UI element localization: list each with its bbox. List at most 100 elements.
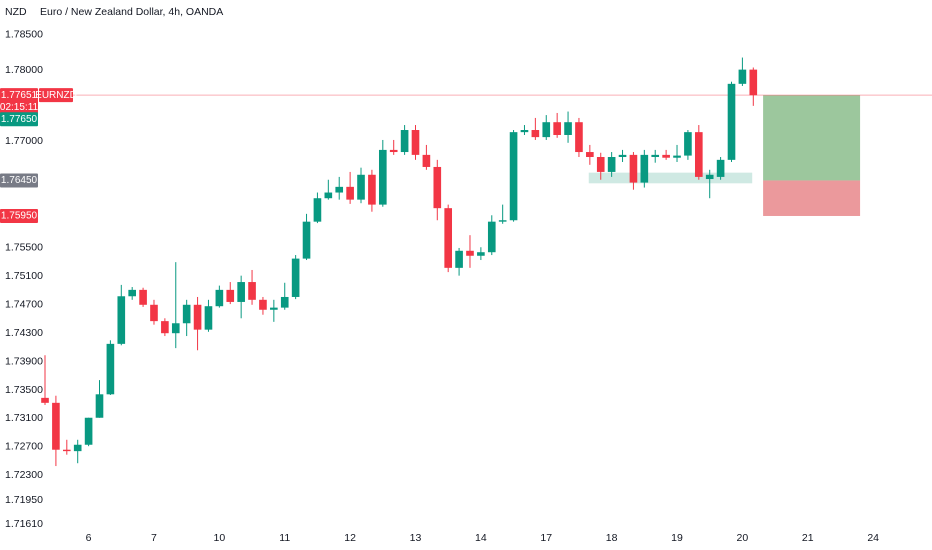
x-tick-label: 6 bbox=[86, 532, 92, 544]
candle-body bbox=[150, 304, 158, 322]
candle-body bbox=[248, 282, 256, 300]
countdown-label: 02:15:11 bbox=[0, 102, 39, 113]
candle-body bbox=[640, 154, 649, 183]
candle-body bbox=[139, 289, 147, 305]
candle-body bbox=[455, 250, 463, 268]
candle-body bbox=[193, 304, 202, 330]
x-tick-label: 12 bbox=[344, 532, 356, 544]
candle-body bbox=[128, 289, 136, 297]
x-tick-label: 21 bbox=[802, 532, 814, 544]
y-axis-label: NZD bbox=[5, 6, 27, 18]
candle-body bbox=[694, 132, 703, 177]
y-tick-label: 1.72700 bbox=[5, 441, 43, 453]
chart-title: Euro / New Zealand Dollar, 4h, OANDA bbox=[40, 6, 223, 18]
candle-body bbox=[411, 130, 420, 155]
countdown-label-bg bbox=[0, 100, 38, 115]
y-tick-label: 1.78500 bbox=[5, 29, 43, 41]
entry-label: 1.76450 bbox=[1, 175, 38, 186]
candle-body bbox=[389, 149, 398, 153]
x-tick-label: 20 bbox=[737, 532, 749, 544]
x-tick-label: 18 bbox=[606, 532, 618, 544]
y-tick-label: 1.71950 bbox=[5, 494, 43, 506]
candle-body bbox=[171, 323, 180, 334]
candle-body bbox=[477, 252, 485, 256]
candle-body bbox=[433, 166, 442, 209]
stop-loss-label-bg bbox=[0, 208, 38, 223]
y-tick-label: 1.77000 bbox=[5, 135, 43, 147]
y-tick-label: 1.73500 bbox=[5, 384, 43, 396]
y-tick-label: 1.71610 bbox=[5, 518, 43, 530]
x-tick-label: 24 bbox=[867, 532, 879, 544]
y-tick-label: 1.75100 bbox=[5, 270, 43, 282]
candle-body bbox=[444, 208, 453, 268]
candle-body bbox=[705, 174, 714, 180]
loss-zone bbox=[763, 180, 861, 216]
x-tick-label: 13 bbox=[410, 532, 422, 544]
candle-body bbox=[586, 152, 594, 158]
take-profit-label: 1.77650 bbox=[1, 114, 38, 125]
y-tick-label: 1.72300 bbox=[5, 469, 43, 481]
candle-body bbox=[161, 321, 169, 334]
candle-body bbox=[378, 149, 387, 205]
candle-body bbox=[357, 174, 365, 200]
candle-body bbox=[117, 296, 126, 344]
candle-body bbox=[673, 155, 681, 158]
candle-body bbox=[596, 157, 605, 172]
candle-body bbox=[291, 258, 300, 297]
candle-body bbox=[106, 343, 115, 395]
y-tick-label: 1.74300 bbox=[5, 327, 43, 339]
candle-body bbox=[553, 122, 561, 135]
candle-body bbox=[259, 299, 267, 310]
candle-body bbox=[542, 122, 551, 138]
candle-body bbox=[520, 130, 529, 133]
candle-body bbox=[368, 174, 376, 205]
stop-loss-label: 1.75950 bbox=[1, 211, 38, 222]
candle-body bbox=[564, 122, 572, 135]
take-profit-label-bg bbox=[0, 112, 38, 127]
candle-body bbox=[84, 417, 93, 445]
candle-body bbox=[651, 154, 660, 158]
candle-body bbox=[226, 289, 235, 302]
candle-body bbox=[52, 402, 60, 450]
current-price-label-bg bbox=[0, 88, 38, 103]
candle-body bbox=[313, 198, 322, 222]
x-tick-label: 17 bbox=[540, 532, 552, 544]
candle-body bbox=[618, 154, 627, 158]
support-zone bbox=[588, 172, 753, 184]
x-tick-label: 10 bbox=[214, 532, 226, 544]
symbol-label: EURNZD bbox=[35, 90, 77, 101]
x-tick-label: 14 bbox=[475, 532, 487, 544]
candle-body bbox=[738, 69, 747, 84]
candle-body bbox=[422, 154, 431, 167]
candle-body bbox=[498, 220, 507, 222]
candle-body bbox=[531, 130, 540, 138]
candle-body bbox=[335, 186, 344, 193]
candle-body bbox=[237, 282, 245, 302]
candles bbox=[41, 57, 758, 467]
x-tick-label: 7 bbox=[151, 532, 157, 544]
candle-body bbox=[509, 132, 518, 221]
x-tick-label: 11 bbox=[279, 532, 290, 544]
current-price-label: 1.77651 bbox=[1, 90, 38, 101]
candle-body bbox=[749, 69, 758, 96]
candle-body bbox=[629, 154, 638, 183]
candle-body bbox=[662, 154, 670, 158]
candle-body bbox=[466, 250, 474, 256]
entry-label-bg bbox=[0, 173, 38, 188]
candle-body bbox=[182, 304, 191, 324]
candle-body bbox=[346, 186, 354, 200]
candle-body bbox=[400, 130, 409, 153]
symbol-label-bg bbox=[39, 88, 73, 103]
candle-body bbox=[716, 159, 725, 177]
axes: 1.78500 1.78000 1.77000 1.75500 1.75100 1.747… bbox=[0, 29, 879, 544]
candle-body bbox=[215, 289, 224, 307]
candle-body bbox=[607, 157, 616, 172]
candle-body bbox=[575, 122, 583, 153]
y-tick-label: 1.73900 bbox=[5, 355, 43, 367]
candle-body bbox=[95, 394, 104, 418]
candle-body bbox=[727, 83, 736, 160]
profit-zone bbox=[763, 95, 861, 181]
y-tick-label: 1.73100 bbox=[5, 412, 43, 424]
